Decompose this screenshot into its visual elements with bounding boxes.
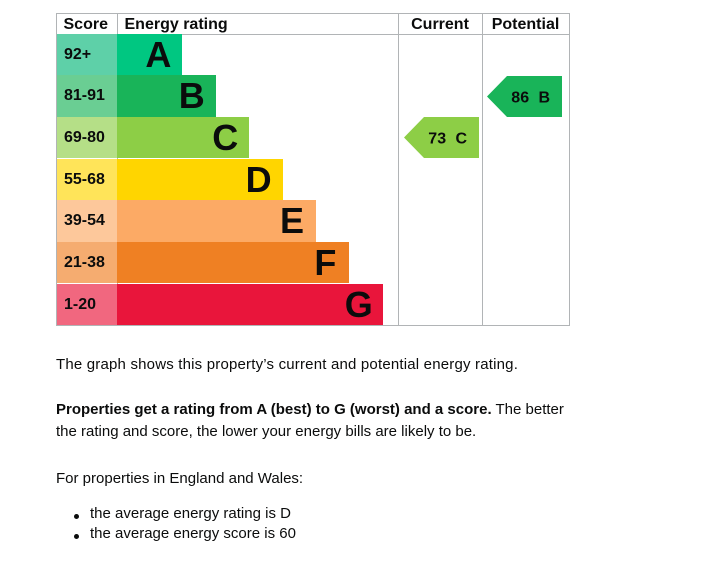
- svg-text:C: C: [455, 130, 467, 147]
- svg-text:B: B: [539, 89, 551, 106]
- svg-text:73: 73: [428, 130, 446, 147]
- svg-text:86: 86: [511, 89, 529, 106]
